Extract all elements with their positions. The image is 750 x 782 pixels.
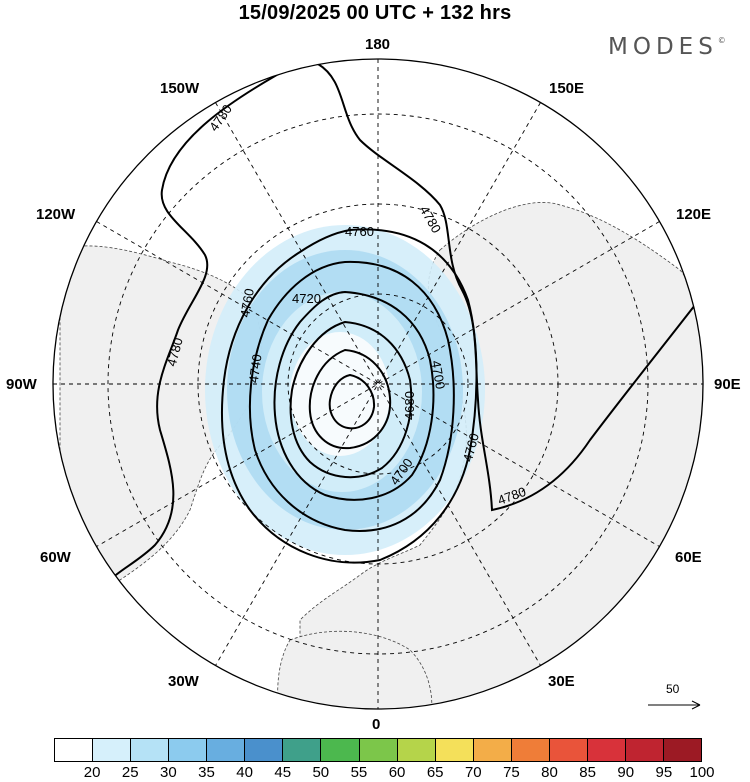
colorbar-cell	[207, 739, 246, 761]
map-title: 15/09/2025 00 UTC + 132 hrs	[238, 2, 512, 24]
colorbar-tick-label: 45	[274, 764, 292, 781]
colorbar-cell	[359, 739, 398, 761]
colorbar-cell	[169, 739, 208, 761]
contour-label: 4780	[164, 336, 186, 368]
contour-label: 4760	[460, 432, 482, 464]
polar-map: 4780 4780 4780 4780 4760 4760 4760 4740 …	[52, 58, 704, 710]
colorbar-cell	[93, 739, 132, 761]
colorbar-tick-label: 25	[121, 764, 139, 781]
contour-label: 4760	[345, 224, 374, 239]
graticule	[53, 59, 703, 709]
colorbar-tick-label: 40	[236, 764, 253, 781]
colorbar-cell	[321, 739, 360, 761]
colorbar-cell	[435, 739, 474, 761]
lon-label-0: 0	[372, 716, 381, 733]
colorbar-cell	[131, 739, 170, 761]
lon-label-90w: 90W	[6, 376, 37, 393]
colorbar-tick-label: 60	[388, 764, 406, 781]
contour-label: 4700	[428, 359, 448, 390]
colorbar-tick-label: 50	[312, 764, 330, 781]
geopotential-contours	[109, 61, 696, 581]
modes-logo: MODES©	[608, 34, 726, 60]
colorbar-tick-label: 85	[579, 764, 596, 781]
lon-label-120e: 120E	[676, 206, 712, 223]
colorbar-tick-label: 75	[503, 764, 520, 781]
colorbar-cell	[511, 739, 550, 761]
contour-4720	[273, 290, 435, 501]
colorbar-tick-label: 90	[617, 764, 635, 781]
contour-label: 4680	[402, 391, 417, 420]
lon-label-150w: 150W	[160, 80, 200, 97]
colorbar-tick-label: 35	[198, 764, 215, 781]
contour-4660	[328, 373, 376, 430]
lon-label-150e: 150E	[549, 80, 585, 97]
contour-4760	[221, 228, 478, 564]
wind-reference-label: 50	[666, 682, 680, 696]
lon-label-90e: 90E	[714, 376, 741, 393]
colorbar-cell	[283, 739, 322, 761]
lon-label-60e: 60E	[675, 549, 702, 566]
colorbar-tick-label: 65	[426, 764, 444, 781]
brand-mark: ©	[717, 36, 726, 45]
colorbar-cell	[397, 739, 436, 761]
colorbar-cell	[587, 739, 626, 761]
contour-4740	[248, 260, 455, 532]
land-masses	[59, 202, 703, 709]
brand-text: MODES	[608, 34, 718, 60]
contour-4680	[308, 348, 392, 450]
colorbar-tick-label: 80	[541, 764, 558, 781]
north-america	[59, 245, 263, 601]
contour-label: 4740	[246, 353, 265, 384]
contour-4700	[289, 320, 413, 479]
lon-label-30e: 30E	[548, 673, 575, 690]
lon-label-180: 180	[365, 36, 391, 53]
contour-4780-west	[109, 61, 301, 581]
contour-label: 4760	[237, 287, 257, 318]
colorbar-cell	[664, 739, 702, 761]
wind-reference-arrow	[648, 700, 701, 710]
colorbar-tick-label: 20	[83, 764, 101, 781]
lon-label-30w: 30W	[168, 673, 199, 690]
contour-label: 4720	[292, 291, 321, 306]
colorbar-cell	[55, 739, 94, 761]
wind-speed-shading	[205, 225, 485, 555]
colorbar-tick-label: 55	[350, 764, 368, 781]
lon-label-120w: 120W	[36, 206, 76, 223]
colorbar-tick-label: 30	[160, 764, 177, 781]
colorbar-cell	[549, 739, 588, 761]
colorbar-tick-label: 100	[689, 764, 715, 781]
colorbar-tick-label: 95	[655, 764, 673, 781]
colorbar-ticks: 20 25 30 35 40 45 50 55 60 65 70 75 80 85 90 95 100	[54, 764, 715, 782]
colorbar-tick-label: 70	[464, 764, 482, 781]
wind-colorbar	[54, 738, 702, 762]
colorbar-cell	[625, 739, 664, 761]
colorbar-cell	[473, 739, 512, 761]
colorbar-cell	[245, 739, 284, 761]
wind-band-core	[290, 332, 390, 456]
map-border	[52, 58, 704, 710]
lon-label-60w: 60W	[40, 549, 71, 566]
